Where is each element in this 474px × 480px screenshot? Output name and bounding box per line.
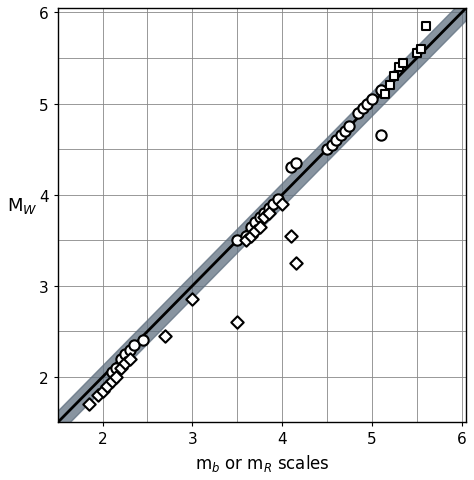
Point	[278, 201, 286, 208]
Point	[382, 91, 389, 99]
Point	[247, 223, 255, 231]
Point	[346, 123, 353, 131]
Point	[364, 100, 371, 108]
Point	[117, 355, 124, 363]
Point	[242, 237, 250, 245]
Point	[391, 73, 398, 81]
Point	[130, 341, 138, 349]
Point	[189, 296, 196, 304]
Point	[260, 214, 268, 222]
Point	[121, 350, 129, 358]
Point	[328, 142, 335, 149]
Point	[400, 60, 407, 67]
Point	[108, 378, 115, 385]
X-axis label: m$_b$ or m$_R$ scales: m$_b$ or m$_R$ scales	[194, 452, 329, 473]
Point	[359, 105, 367, 113]
Point	[418, 46, 425, 54]
Point	[422, 23, 429, 31]
Point	[112, 364, 120, 372]
Point	[247, 232, 255, 240]
Point	[234, 319, 241, 326]
Point	[386, 82, 394, 90]
Point	[355, 109, 362, 117]
Point	[292, 159, 300, 167]
Point	[251, 228, 259, 236]
Point	[287, 232, 295, 240]
Point	[287, 164, 295, 172]
Point	[234, 237, 241, 245]
Point	[337, 132, 344, 140]
Point	[139, 337, 147, 345]
Point	[85, 401, 93, 408]
Point	[341, 128, 349, 135]
Point	[332, 137, 340, 144]
Point	[269, 201, 277, 208]
Point	[323, 146, 331, 154]
Point	[103, 383, 111, 390]
Point	[256, 223, 264, 231]
Point	[395, 64, 403, 72]
Point	[121, 360, 129, 367]
Point	[413, 50, 420, 58]
Point	[377, 132, 385, 140]
Point	[117, 364, 124, 372]
Point	[368, 96, 376, 104]
Y-axis label: M$_W$: M$_W$	[7, 196, 37, 216]
Point	[126, 355, 133, 363]
Point	[256, 214, 264, 222]
Point	[265, 210, 273, 217]
Point	[260, 210, 268, 217]
Point	[265, 205, 273, 213]
Point	[112, 373, 120, 381]
Point	[377, 87, 385, 95]
Point	[292, 260, 300, 267]
Point	[274, 196, 282, 204]
Point	[108, 369, 115, 376]
Point	[242, 232, 250, 240]
Point	[162, 332, 169, 340]
Point	[251, 219, 259, 227]
Point	[94, 392, 102, 399]
Point	[99, 387, 106, 395]
Point	[126, 346, 133, 354]
